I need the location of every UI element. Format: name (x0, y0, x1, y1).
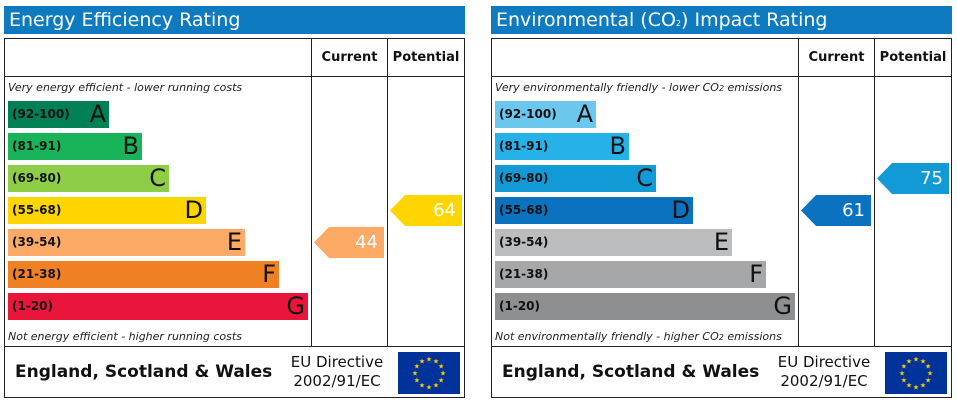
band-d: (55-68) D (8, 197, 206, 224)
band-e: (39-54) E (8, 229, 245, 256)
band-letter: D (184, 196, 203, 224)
svg-text:★: ★ (412, 370, 418, 378)
svg-text:★: ★ (438, 377, 444, 385)
top-note: Very environmentally friendly - lower CO… (495, 81, 783, 94)
potential-rating-arrow: 64 (390, 195, 462, 226)
svg-text:★: ★ (920, 382, 926, 390)
band-letter: F (262, 260, 276, 288)
eu-flag-icon: ★★★★★★★★★ ★ ★★ (398, 352, 460, 394)
band-range: (55-68) (499, 203, 549, 217)
band-d: (55-68) D (495, 197, 693, 224)
rating-frame: Current Potential Very energy efficient … (4, 38, 465, 398)
band-letter: C (636, 164, 653, 192)
band-letter: D (671, 196, 690, 224)
band-range: (39-54) (12, 235, 62, 249)
band-range: (81-91) (12, 139, 62, 153)
svg-text:★: ★ (419, 382, 425, 390)
band-range: (1-20) (499, 299, 540, 313)
svg-text:★: ★ (440, 370, 446, 378)
svg-text:★: ★ (419, 357, 425, 365)
svg-text:★: ★ (913, 384, 919, 392)
band-g: (1-20) G (495, 293, 795, 320)
bottom-note: Not energy efficient - higher running co… (8, 330, 242, 343)
band-c: (69-80) C (8, 165, 169, 192)
potential-rating-arrow: 75 (877, 163, 949, 194)
band-letter: B (609, 132, 626, 160)
band-g: (1-20) G (8, 293, 308, 320)
potential-arrow-shape (877, 163, 949, 194)
svg-text:★: ★ (426, 356, 432, 364)
band-letter: C (149, 164, 166, 192)
band-letter: G (286, 292, 305, 320)
band-range: (81-91) (499, 139, 549, 153)
svg-text:★: ★ (925, 377, 931, 385)
svg-text:★: ★ (438, 363, 444, 371)
band-range: (69-80) (499, 171, 549, 185)
svg-text:★: ★ (901, 377, 907, 385)
current-rating-arrow: 61 (801, 195, 871, 226)
band-a: (92-100) A (8, 101, 109, 128)
region-label: England, Scotland & Wales (15, 362, 273, 382)
band-range: (55-68) (12, 203, 62, 217)
eu-directive: EU Directive 2002/91/EC (777, 353, 871, 390)
current-rating-arrow: 44 (314, 227, 384, 258)
region-label: England, Scotland & Wales (502, 362, 760, 382)
band-e: (39-54) E (495, 229, 732, 256)
potential-rating-value: 64 (433, 200, 456, 221)
svg-text:★: ★ (906, 357, 912, 365)
svg-text:★: ★ (920, 357, 926, 365)
potential-column-header: Potential (879, 50, 947, 65)
eu-directive: EU Directive 2002/91/EC (290, 353, 384, 390)
panel-title: Environmental (CO2) Impact Rating (491, 6, 952, 34)
band-range: (39-54) (499, 235, 549, 249)
energy-efficiency-panel: Energy Efficiency Rating Current Potenti… (4, 6, 465, 398)
current-arrow-shape (314, 227, 384, 258)
svg-text:★: ★ (414, 377, 420, 385)
band-range: (21-38) (12, 267, 62, 281)
band-letter: F (749, 260, 763, 288)
band-b: (81-91) B (8, 133, 142, 160)
svg-text:★: ★ (906, 382, 912, 390)
band-letter: A (89, 100, 106, 128)
band-range: (92-100) (12, 107, 70, 121)
band-range: (1-20) (12, 299, 53, 313)
band-a: (92-100) A (495, 101, 596, 128)
band-f: (21-38) F (8, 261, 279, 288)
band-f: (21-38) F (495, 261, 766, 288)
band-letter: A (576, 100, 593, 128)
current-column-header: Current (808, 50, 865, 65)
svg-text:★: ★ (899, 370, 905, 378)
current-arrow-shape (801, 195, 871, 226)
potential-arrow-shape (390, 195, 462, 226)
band-c: (69-80) C (495, 165, 656, 192)
svg-text:★: ★ (913, 356, 919, 364)
potential-rating-value: 75 (920, 168, 943, 189)
svg-text:★: ★ (426, 384, 432, 392)
svg-text:★: ★ (927, 370, 933, 378)
potential-column-header: Potential (392, 50, 460, 65)
svg-text:★: ★ (414, 363, 420, 371)
band-letter: E (226, 228, 242, 256)
top-note: Very energy efficient - lower running co… (8, 81, 243, 94)
svg-text:★: ★ (901, 363, 907, 371)
band-range: (21-38) (499, 267, 549, 281)
band-range: (92-100) (499, 107, 557, 121)
band-b: (81-91) B (495, 133, 629, 160)
current-rating-value: 44 (355, 232, 378, 253)
bottom-note: Not environmentally friendly - higher CO… (495, 330, 782, 343)
band-letter: B (122, 132, 139, 160)
eu-flag-icon: ★★★★★★★★★ ★ ★★ (885, 352, 947, 394)
svg-text:★: ★ (433, 357, 439, 365)
svg-text:★: ★ (433, 382, 439, 390)
environmental-impact-panel: Environmental (CO2) Impact Rating Curren… (491, 6, 952, 398)
band-letter: G (773, 292, 792, 320)
svg-text:★: ★ (925, 363, 931, 371)
panel-title: Energy Efficiency Rating (4, 6, 465, 34)
current-rating-value: 61 (842, 200, 865, 221)
rating-frame: Current Potential Very environmentally f… (491, 38, 952, 398)
current-column-header: Current (321, 50, 378, 65)
band-letter: E (713, 228, 729, 256)
band-range: (69-80) (12, 171, 62, 185)
